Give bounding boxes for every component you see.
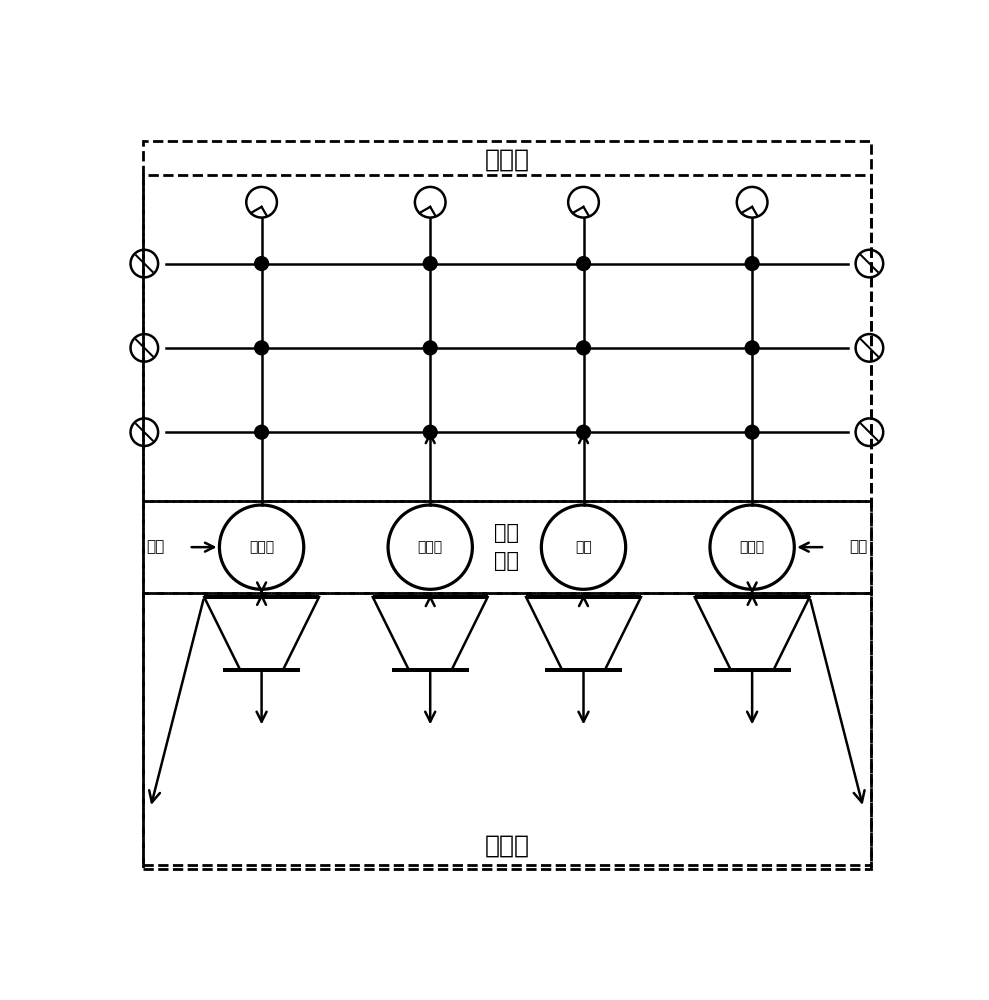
Circle shape	[577, 425, 590, 439]
Circle shape	[255, 341, 268, 355]
Text: 装置: 装置	[494, 551, 519, 571]
Text: 耦合: 耦合	[494, 523, 519, 543]
Text: 热力网: 热力网	[485, 148, 529, 172]
Circle shape	[423, 257, 437, 270]
Text: 燃气: 燃气	[146, 540, 165, 555]
Circle shape	[255, 257, 268, 270]
Circle shape	[577, 257, 590, 270]
Circle shape	[423, 341, 437, 355]
Text: 燃气: 燃气	[849, 540, 867, 555]
Text: 热泵: 热泵	[576, 540, 591, 554]
Circle shape	[423, 425, 437, 439]
Text: 电锅炉: 电锅炉	[417, 540, 443, 554]
Circle shape	[746, 257, 759, 270]
Circle shape	[746, 425, 759, 439]
Text: 蔡汽机: 蔡汽机	[740, 540, 764, 554]
Circle shape	[255, 425, 268, 439]
Text: 电力网: 电力网	[485, 834, 529, 858]
Circle shape	[746, 341, 759, 355]
Circle shape	[577, 341, 590, 355]
Text: 燃气机: 燃气机	[249, 540, 274, 554]
